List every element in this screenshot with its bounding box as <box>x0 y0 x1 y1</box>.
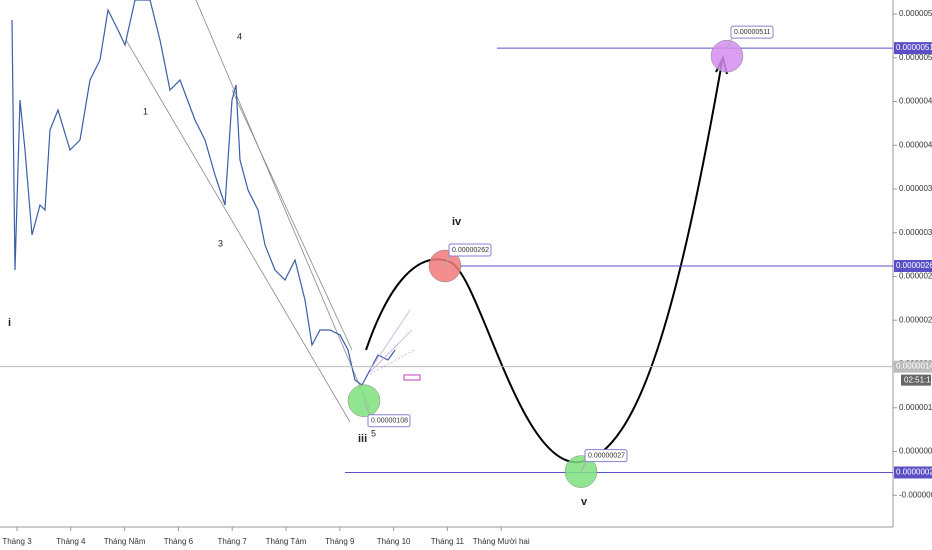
callout-label: 0.00000511 <box>734 29 771 36</box>
channel-lines <box>125 0 371 423</box>
level-label: 0.00000511 <box>896 43 932 52</box>
y-tick-label: 0.00000100 <box>899 403 932 412</box>
callout-box <box>448 243 492 257</box>
callout-label: 0.00000108 <box>371 418 408 425</box>
wave-label: 3 <box>218 238 223 248</box>
projection-fan <box>369 309 415 375</box>
y-tick-label: 0.00000200 <box>899 315 932 324</box>
callout-box <box>584 449 628 463</box>
wave-label: 4 <box>237 31 242 41</box>
x-tick-label: Tháng Năm <box>104 537 146 546</box>
wave-label: 5 <box>371 428 376 438</box>
last-price-tag <box>894 360 932 373</box>
level-label: 0.00000026 <box>896 468 932 477</box>
callout-box <box>730 25 774 39</box>
callout-label: 0.00000027 <box>588 452 625 459</box>
projection-curve <box>365 61 723 464</box>
last-price-label: 0.00000147 <box>896 362 932 371</box>
marker-box <box>403 374 421 381</box>
level-tag <box>894 42 932 55</box>
wave-label: iii <box>358 433 367 445</box>
y-tick-label: 0.00000250 <box>899 272 932 281</box>
countdown-tag <box>901 374 931 386</box>
y-tick-label: 0.00000300 <box>899 228 932 237</box>
x-tick-label: Tháng 3 <box>2 537 32 546</box>
y-tick-label: 0.00000550 <box>899 9 932 18</box>
wave-label: v <box>581 496 588 508</box>
wave-label: iv <box>452 216 462 228</box>
y-tick-label: 0.00000400 <box>899 140 932 149</box>
countdown: 02:51:16 <box>904 376 932 385</box>
callout-label: 0.00000262 <box>452 247 489 254</box>
x-tick-label: Tháng 9 <box>325 537 355 546</box>
y-tick-label: 0.00000050 <box>899 447 932 456</box>
y-tick-label: 0.00000350 <box>899 184 932 193</box>
x-tick-label: Tháng Tám <box>266 537 307 546</box>
point-marker <box>710 39 744 73</box>
wave-label: i <box>8 317 11 329</box>
y-tick-label: 0.00000450 <box>899 97 932 106</box>
wave-label: 1 <box>143 106 148 116</box>
level-label: 0.00000262 <box>896 261 932 270</box>
x-tick-label: Tháng 4 <box>56 537 86 546</box>
x-tick-label: Tháng 7 <box>218 537 248 546</box>
y-tick-label: 0.00000500 <box>899 53 932 62</box>
level-tag <box>894 466 932 479</box>
x-tick-label: Tháng Mười hai <box>473 537 530 546</box>
y-tick-label: -0.00000000 <box>899 490 932 499</box>
x-tick-label: Tháng 10 <box>377 537 411 546</box>
x-tick-label: Tháng 6 <box>164 537 194 546</box>
price-history <box>11 0 396 386</box>
x-tick-label: Tháng 11 <box>431 537 465 546</box>
level-tag <box>894 260 932 272</box>
callout-box <box>367 414 411 428</box>
